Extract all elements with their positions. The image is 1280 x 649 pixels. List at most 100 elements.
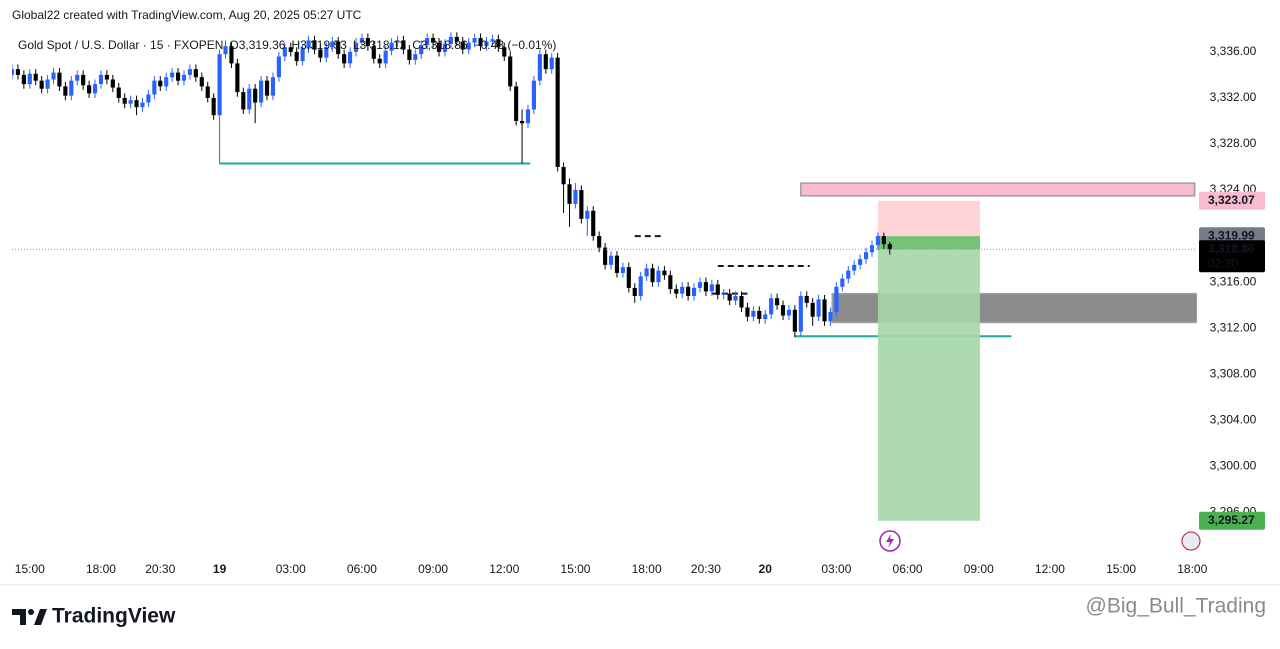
candle-body	[51, 72, 56, 80]
x-tick-label: 12:00	[1035, 562, 1065, 576]
candle-body	[751, 310, 756, 317]
candle-body	[822, 299, 827, 322]
candle-body	[525, 109, 531, 124]
candle-body	[632, 287, 637, 296]
candle-body	[371, 46, 376, 59]
candle-body	[312, 40, 317, 50]
candle-body	[597, 236, 602, 248]
flag-icon[interactable]	[1181, 531, 1201, 551]
candle-body	[104, 74, 109, 80]
candle-body	[395, 40, 400, 43]
candle-body	[276, 56, 281, 78]
event-icon-bolt	[886, 534, 894, 548]
candle-body	[63, 86, 68, 96]
candle-body	[804, 295, 809, 303]
candle-body	[757, 310, 762, 319]
legend-close: C3,318.86	[412, 38, 468, 52]
candle-body	[852, 264, 857, 271]
candle-body	[377, 58, 382, 64]
candle-body	[840, 278, 845, 287]
last-price-label: 3,318.86	[1208, 241, 1255, 255]
candle-body	[69, 80, 74, 96]
candle-body	[514, 86, 519, 121]
zone	[800, 182, 1196, 197]
candle-body	[638, 276, 643, 296]
x-tick-label: 20:30	[145, 562, 175, 576]
attribution: Global22 created with TradingView.com, A…	[12, 8, 362, 22]
stop-price-label-bg	[1199, 191, 1265, 210]
candle-body	[33, 73, 38, 81]
candle-body	[454, 36, 459, 42]
candle-body	[365, 38, 370, 47]
candle-body	[217, 54, 222, 116]
candle-body	[45, 79, 50, 89]
candle-body	[869, 245, 875, 253]
candle-body	[347, 51, 353, 64]
candle-body	[401, 40, 406, 50]
last-price-label-bg	[1199, 240, 1265, 273]
candle-body	[175, 72, 181, 81]
candle-body	[697, 282, 703, 288]
candle-body	[674, 289, 679, 294]
candle-body	[763, 314, 768, 319]
candle-body	[703, 282, 708, 292]
legend-change: −0.43 (−0.01%)	[474, 38, 557, 52]
candle-body	[727, 293, 732, 301]
candle-body	[92, 84, 98, 94]
candle-body	[330, 41, 335, 48]
target-price-label: 3,295.27	[1208, 513, 1255, 527]
event-icon[interactable]	[879, 530, 901, 552]
y-tick-label: 3,300.00	[1210, 459, 1257, 473]
candle-body	[816, 299, 821, 317]
candle-body	[715, 284, 720, 295]
entry-price-label: 3,319.99	[1208, 228, 1255, 242]
candle-body	[425, 38, 430, 45]
candle-body	[247, 88, 252, 110]
candle-body	[241, 92, 246, 110]
candle-body	[543, 54, 548, 70]
candle-body	[21, 74, 26, 85]
x-tick-label: 15:00	[1106, 562, 1136, 576]
candle-body	[769, 298, 774, 315]
candle-body	[187, 69, 193, 75]
candle-body	[834, 286, 839, 313]
y-tick-label: 3,328.00	[1210, 136, 1257, 150]
last-price-label-countdown: 02:30	[1208, 256, 1238, 270]
y-tick-label: 3,332.00	[1210, 90, 1257, 104]
candle-body	[413, 54, 418, 60]
legend-low: L3,318.12	[353, 38, 407, 52]
candle-body	[128, 100, 133, 104]
candle-body	[288, 47, 293, 52]
legend-high: H3,319.53	[291, 38, 347, 52]
candle-body	[745, 307, 750, 317]
candle-body	[875, 236, 880, 246]
candle-body	[15, 69, 21, 75]
candle-body	[608, 255, 614, 265]
candle-body	[887, 244, 892, 250]
candle-body	[116, 87, 121, 98]
candle-body	[881, 236, 886, 245]
candle-body	[668, 275, 673, 290]
candle-body	[270, 77, 276, 96]
candle-body	[407, 49, 412, 60]
candle-body	[780, 305, 786, 316]
plot-area	[12, 32, 1197, 521]
candle-body	[792, 309, 797, 332]
candle-body	[644, 268, 649, 277]
x-tick-label: 06:00	[347, 562, 377, 576]
brand-logo	[12, 609, 47, 625]
candle-body	[537, 54, 542, 81]
legend-open: O3,319.36	[229, 38, 285, 52]
candle-body	[691, 287, 697, 296]
x-tick-label: 09:00	[964, 562, 994, 576]
candle-body	[193, 69, 198, 78]
candle-body	[810, 302, 815, 317]
candle-body	[442, 43, 448, 52]
candle-body	[81, 74, 86, 86]
candle-body	[739, 295, 744, 308]
candle-body	[253, 88, 258, 103]
candle-body	[531, 80, 536, 110]
stop-zone	[877, 200, 980, 237]
candle-body	[828, 312, 833, 322]
